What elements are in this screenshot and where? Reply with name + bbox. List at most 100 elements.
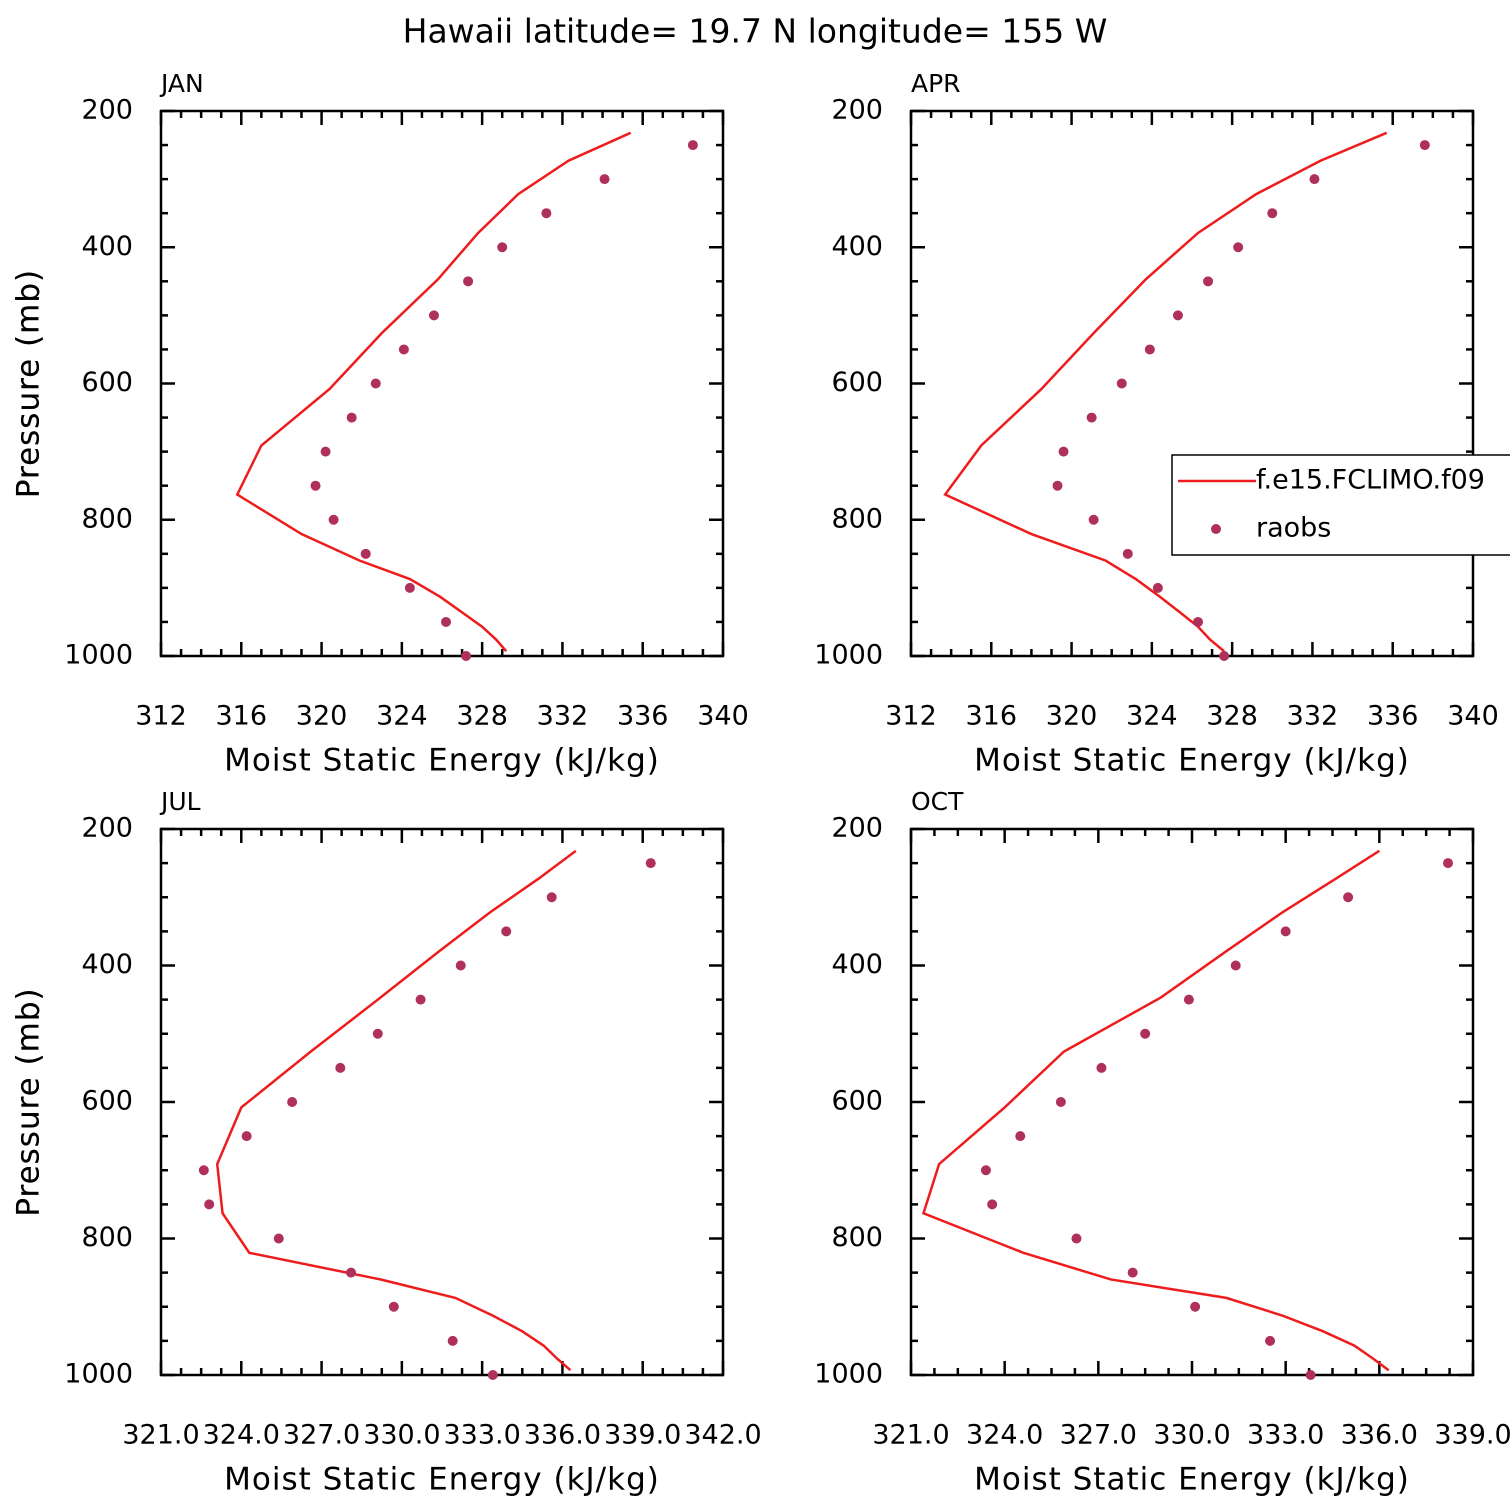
obs-point xyxy=(1127,1267,1138,1278)
obs-point xyxy=(415,994,426,1005)
obs-point xyxy=(487,1370,498,1380)
x-tick-label: 342.0 xyxy=(684,1420,761,1451)
obs-point xyxy=(287,1097,298,1107)
legend-box xyxy=(1171,454,1510,556)
y-tick-label: 200 xyxy=(831,95,883,126)
plot-frame xyxy=(909,109,1475,658)
panel-title: OCT xyxy=(911,787,964,816)
obs-point xyxy=(546,892,557,903)
obs-point xyxy=(599,174,610,185)
x-tick-label: 340 xyxy=(1447,701,1499,732)
obs-point xyxy=(428,310,439,321)
obs-point xyxy=(455,960,466,971)
x-tick-label: 324 xyxy=(376,701,428,732)
y-tick-label: 1000 xyxy=(64,640,133,671)
y-tick-label: 1000 xyxy=(64,1359,133,1390)
obs-point xyxy=(1086,412,1097,423)
obs-point xyxy=(541,208,552,219)
obs-point xyxy=(204,1199,215,1210)
obs-point xyxy=(1309,174,1320,185)
obs-point xyxy=(328,514,339,525)
obs-point xyxy=(1230,960,1241,971)
obs-point xyxy=(346,412,357,423)
x-tick-label: 336.0 xyxy=(1341,1420,1418,1451)
x-tick-label: 339.0 xyxy=(604,1420,681,1451)
x-tick-label: 312 xyxy=(135,701,187,732)
y-axis-label: Pressure (mb) xyxy=(11,987,47,1216)
panel: JUL Moist Static Energy (kJ/kg) Pressure (… xyxy=(11,787,762,1498)
y-tick-label: 600 xyxy=(81,367,133,398)
panel: OCT Moist Static Energy (kJ/kg) Pressure (… xyxy=(11,787,1510,1498)
obs-point xyxy=(1122,548,1133,559)
obs-point xyxy=(346,1267,357,1278)
obs-point xyxy=(1140,1028,1151,1039)
obs-point xyxy=(398,344,409,355)
x-tick-label: 332 xyxy=(537,701,589,732)
x-tick-label: 324.0 xyxy=(966,1420,1043,1451)
y-tick-label: 400 xyxy=(831,231,883,262)
panel: JAN Moist Static Energy (kJ/kg) Pressure (… xyxy=(11,69,749,779)
obs-point xyxy=(372,1028,383,1039)
x-tick-label: 320 xyxy=(1046,701,1098,732)
legend: f.e15.FCLIMO.f09 raobs xyxy=(1171,454,1510,556)
obs-point xyxy=(1172,310,1183,321)
x-tick-label: 336 xyxy=(1367,701,1419,732)
y-axis-label: Pressure (mb) xyxy=(11,269,47,498)
x-tick-label: 339.0 xyxy=(1434,1420,1510,1451)
y-tick-label: 200 xyxy=(831,813,883,844)
y-tick-label: 1000 xyxy=(814,1359,883,1390)
y-axis-label: Pressure (mb) xyxy=(11,987,47,1216)
obs-point xyxy=(241,1131,252,1142)
obs-point xyxy=(1280,926,1291,937)
obs-point xyxy=(335,1062,346,1073)
obs-point xyxy=(370,378,381,389)
obs-point xyxy=(1015,1131,1026,1142)
obs-point xyxy=(1152,582,1163,593)
x-tick-label: 336.0 xyxy=(524,1420,601,1451)
y-tick-label: 800 xyxy=(81,1222,133,1253)
x-tick-label: 333.0 xyxy=(443,1420,520,1451)
x-axis-label: Moist Static Energy (kJ/kg) xyxy=(224,1462,660,1498)
y-tick-label: 600 xyxy=(81,1086,133,1117)
x-tick-label: 327.0 xyxy=(1060,1420,1137,1451)
panel-title: JAN xyxy=(159,69,204,98)
plot-frame xyxy=(159,109,725,658)
obs-point xyxy=(1219,651,1230,661)
x-axis-label: Moist Static Energy (kJ/kg) xyxy=(974,743,1410,779)
x-tick-label: 328 xyxy=(456,701,508,732)
y-tick-label: 400 xyxy=(81,949,133,980)
obs-point xyxy=(1343,892,1354,903)
obs-point xyxy=(404,582,415,593)
obs-point xyxy=(1052,480,1063,491)
x-tick-label: 312 xyxy=(885,701,937,732)
y-axis-label: Pressure (mb) xyxy=(11,269,47,498)
obs-point xyxy=(1071,1233,1082,1244)
x-axis-label: Moist Static Energy (kJ/kg) xyxy=(224,743,660,779)
x-axis-label: Moist Static Energy (kJ/kg) xyxy=(974,1462,1410,1498)
x-tick-label: 324 xyxy=(1126,701,1178,732)
obs-point xyxy=(1419,140,1430,151)
y-tick-label: 600 xyxy=(831,1086,883,1117)
obs-point xyxy=(1265,1335,1276,1346)
plot-frame xyxy=(159,827,725,1377)
obs-point xyxy=(1203,276,1214,287)
x-tick-label: 330.0 xyxy=(363,1420,440,1451)
obs-point xyxy=(501,926,512,937)
obs-point xyxy=(980,1165,991,1176)
panel-title: APR xyxy=(911,69,961,98)
obs-point xyxy=(645,858,656,869)
obs-point xyxy=(447,1335,458,1346)
obs-point xyxy=(687,140,698,151)
obs-point xyxy=(1183,994,1194,1005)
obs-point xyxy=(1058,446,1069,457)
obs-point xyxy=(1443,858,1454,869)
x-tick-label: 332 xyxy=(1287,701,1339,732)
y-tick-label: 200 xyxy=(81,95,133,126)
obs-point xyxy=(320,446,331,457)
profile-line xyxy=(943,131,1388,653)
x-tick-label: 330.0 xyxy=(1153,1420,1230,1451)
panel: APR Moist Static Energy (kJ/kg) Pressure (… xyxy=(11,69,1510,779)
obs-point xyxy=(1190,1301,1201,1312)
obs-point xyxy=(497,242,508,253)
